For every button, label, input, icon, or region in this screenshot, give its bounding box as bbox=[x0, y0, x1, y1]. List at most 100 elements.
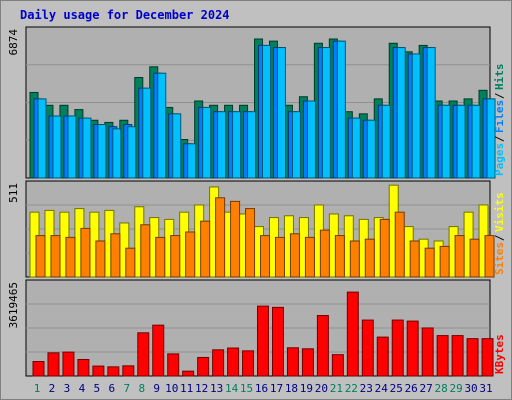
day-label-16: 16 bbox=[255, 382, 268, 395]
bar-sites-day-31 bbox=[484, 235, 495, 278]
day-label-28: 28 bbox=[435, 382, 448, 395]
day-label-7: 7 bbox=[123, 382, 130, 395]
day-label-13: 13 bbox=[210, 382, 223, 395]
bar-pages-day-8 bbox=[142, 87, 152, 179]
bar-pages-day-3 bbox=[67, 115, 77, 179]
legend-separator: / bbox=[493, 135, 506, 142]
bar-kbytes-day-31 bbox=[481, 338, 494, 377]
bar-sites-day-7 bbox=[125, 247, 136, 278]
bar-sites-day-8 bbox=[140, 224, 151, 278]
day-label-10: 10 bbox=[165, 382, 178, 395]
bar-sites-day-4 bbox=[80, 227, 91, 278]
day-label-26: 26 bbox=[405, 382, 418, 395]
bar-sites-day-13 bbox=[215, 197, 226, 278]
bar-sites-day-15 bbox=[245, 208, 256, 278]
bar-pages-day-25 bbox=[396, 47, 406, 179]
day-label-20: 20 bbox=[315, 382, 328, 395]
day-label-4: 4 bbox=[79, 382, 86, 395]
day-label-6: 6 bbox=[109, 382, 116, 395]
bar-kbytes-day-24 bbox=[376, 336, 389, 377]
bar-kbytes-day-26 bbox=[406, 320, 419, 377]
y-max-label: 511 bbox=[7, 183, 20, 203]
bar-pages-day-30 bbox=[471, 104, 481, 179]
legend-separator: / bbox=[493, 234, 506, 241]
bar-pages-day-15 bbox=[247, 111, 257, 179]
bar-kbytes-day-21 bbox=[331, 354, 344, 377]
bar-sites-day-3 bbox=[65, 236, 76, 278]
legend-files: Files bbox=[493, 100, 506, 133]
bar-sites-day-14 bbox=[230, 200, 241, 278]
bar-pages-day-16 bbox=[262, 44, 272, 179]
bar-kbytes-day-30 bbox=[466, 338, 479, 377]
bar-pages-day-2 bbox=[52, 115, 62, 179]
bar-kbytes-day-13 bbox=[212, 349, 225, 377]
bar-sites-day-2 bbox=[50, 235, 61, 278]
bar-pages-day-7 bbox=[127, 126, 137, 179]
bar-sites-day-19 bbox=[304, 236, 315, 278]
bar-sites-day-1 bbox=[35, 235, 46, 278]
bar-pages-day-9 bbox=[157, 72, 167, 179]
bar-kbytes-day-2 bbox=[47, 352, 60, 377]
bar-pages-day-23 bbox=[366, 119, 376, 179]
bar-kbytes-day-1 bbox=[32, 361, 45, 377]
bar-pages-day-14 bbox=[232, 111, 242, 179]
legend-pages: Pages bbox=[493, 143, 506, 176]
day-label-9: 9 bbox=[153, 382, 160, 395]
bar-pages-day-31 bbox=[486, 98, 496, 179]
day-label-12: 12 bbox=[195, 382, 208, 395]
day-label-17: 17 bbox=[270, 382, 283, 395]
bar-kbytes-day-12 bbox=[197, 356, 210, 377]
y-max-label: 6874 bbox=[7, 29, 20, 56]
day-label-29: 29 bbox=[449, 382, 462, 395]
bar-pages-day-6 bbox=[112, 128, 122, 179]
bar-sites-day-11 bbox=[185, 231, 196, 278]
y-max-label: 3619465 bbox=[7, 282, 20, 328]
bar-pages-day-21 bbox=[336, 40, 346, 179]
bar-pages-day-28 bbox=[441, 104, 451, 179]
bar-kbytes-day-3 bbox=[62, 351, 75, 377]
day-label-25: 25 bbox=[390, 382, 403, 395]
bar-kbytes-day-5 bbox=[92, 365, 105, 377]
bar-pages-day-19 bbox=[306, 100, 316, 179]
legend-hits: Hits bbox=[493, 64, 506, 91]
day-label-30: 30 bbox=[464, 382, 477, 395]
bar-sites-day-20 bbox=[319, 229, 330, 278]
bar-kbytes-day-25 bbox=[391, 319, 404, 377]
bar-pages-day-5 bbox=[97, 124, 107, 179]
bar-sites-day-22 bbox=[349, 240, 360, 278]
bar-sites-day-21 bbox=[334, 235, 345, 278]
bar-sites-day-28 bbox=[439, 245, 450, 278]
day-label-18: 18 bbox=[285, 382, 298, 395]
day-label-22: 22 bbox=[345, 382, 358, 395]
bar-pages-day-18 bbox=[291, 111, 301, 179]
bar-sites-day-17 bbox=[274, 236, 285, 278]
bar-pages-day-13 bbox=[217, 111, 227, 179]
bar-kbytes-day-28 bbox=[436, 335, 449, 377]
bar-kbytes-day-10 bbox=[167, 353, 180, 377]
bar-kbytes-day-22 bbox=[346, 291, 359, 377]
day-label-1: 1 bbox=[34, 382, 41, 395]
bar-pages-day-29 bbox=[456, 104, 466, 179]
bar-pages-day-11 bbox=[187, 143, 197, 179]
legend-separator: / bbox=[493, 92, 506, 99]
bar-sites-day-30 bbox=[469, 238, 480, 278]
page-title: Daily usage for December 2024 bbox=[20, 8, 230, 22]
bar-kbytes-day-6 bbox=[107, 366, 120, 377]
day-label-19: 19 bbox=[300, 382, 313, 395]
bar-kbytes-day-23 bbox=[361, 319, 374, 377]
day-label-24: 24 bbox=[375, 382, 389, 395]
bar-sites-day-9 bbox=[155, 236, 166, 278]
bar-sites-day-27 bbox=[424, 247, 435, 278]
day-label-23: 23 bbox=[360, 382, 373, 395]
bar-sites-day-16 bbox=[260, 235, 271, 278]
bar-sites-day-24 bbox=[379, 218, 390, 278]
bar-pages-day-1 bbox=[37, 98, 47, 179]
bar-sites-day-29 bbox=[454, 235, 465, 278]
bar-kbytes-day-11 bbox=[182, 370, 195, 377]
day-label-8: 8 bbox=[138, 382, 145, 395]
bar-kbytes-day-14 bbox=[227, 347, 240, 377]
day-label-3: 3 bbox=[64, 382, 71, 395]
bar-sites-day-5 bbox=[95, 240, 106, 278]
bar-kbytes-day-20 bbox=[316, 315, 329, 377]
bar-sites-day-6 bbox=[110, 233, 121, 278]
